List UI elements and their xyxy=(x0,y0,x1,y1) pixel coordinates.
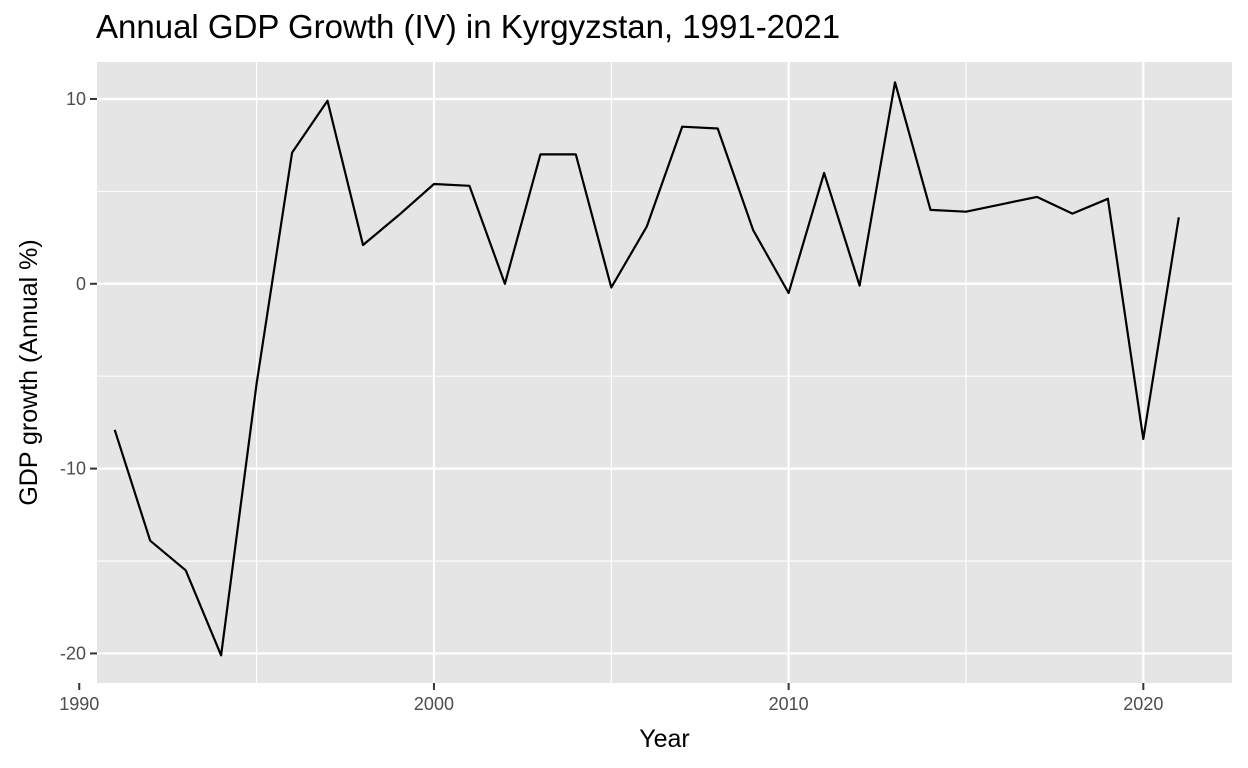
x-axis-title: Year xyxy=(639,725,690,753)
minor-gridlines xyxy=(97,62,1232,683)
y-axis-title: GDP growth (Annual %) xyxy=(15,239,43,505)
x-tick-label: 2020 xyxy=(1123,694,1163,714)
axis-ticks xyxy=(78,97,1145,690)
x-tick-label: 2010 xyxy=(769,694,809,714)
y-tick-label: 0 xyxy=(76,274,86,294)
x-tick-label: 2000 xyxy=(414,694,454,714)
y-tick-label: -20 xyxy=(60,643,86,663)
y-tick-label: 10 xyxy=(66,89,86,109)
series-line xyxy=(113,81,1180,657)
y-tick-labels: -20 -10 0 10 xyxy=(60,89,86,663)
x-tick-labels: 1990 2000 2010 2020 xyxy=(59,694,1163,714)
x-tick-label: 1990 xyxy=(59,694,99,714)
plot-panel xyxy=(97,62,1232,683)
major-gridlines xyxy=(78,62,1232,683)
chart-title: Annual GDP Growth (IV) in Kyrgyzstan, 19… xyxy=(96,8,841,45)
series-layer xyxy=(113,81,1180,657)
y-tick-label: -10 xyxy=(60,459,86,479)
